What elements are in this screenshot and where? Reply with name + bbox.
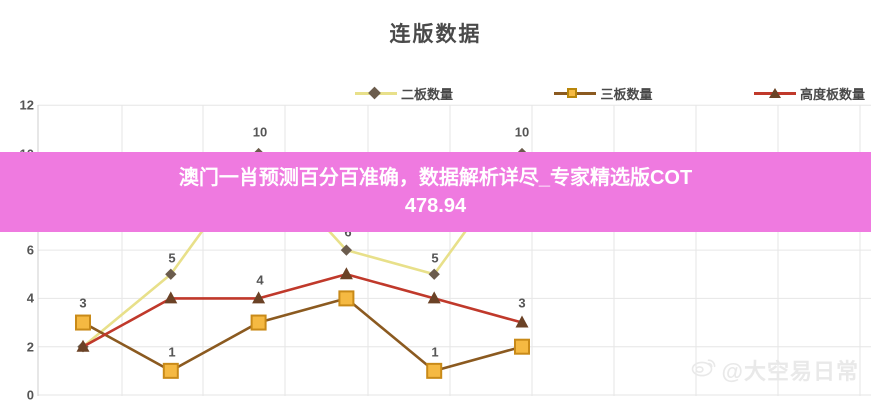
legend-swatch-line — [753, 88, 796, 98]
legend-item-3[interactable]: 高度板数量 — [753, 84, 865, 103]
data-point-square — [426, 362, 443, 379]
y-axis-tick-label: 2 — [26, 339, 34, 355]
y-axis-tick-label: 0 — [26, 387, 34, 400]
legend-label: 二板数量 — [401, 86, 454, 102]
legend-marker-triangle-icon — [768, 88, 781, 98]
data-point-triangle — [76, 339, 90, 352]
data-point-label: 1 — [168, 344, 176, 360]
data-point-triangle — [164, 291, 178, 304]
promo-banner-line-1: 澳门一肖预测百分百准确，数据解析详尽_专家精选版COT — [178, 167, 693, 189]
legend-marker-square-icon — [567, 88, 578, 98]
legend-marker-diamond-icon — [368, 86, 381, 100]
data-point-triangle — [515, 315, 529, 328]
data-point-diamond — [165, 268, 177, 280]
data-point-label: 6 — [344, 224, 352, 240]
data-point-label: 10 — [252, 124, 268, 140]
y-axis-tick-label: 6 — [26, 242, 34, 258]
data-point-diamond — [340, 244, 353, 256]
legend-item-1[interactable]: 二板数量 — [355, 84, 453, 103]
data-point-triangle — [252, 291, 266, 304]
data-point-label: 4 — [256, 272, 264, 288]
data-point-square — [514, 338, 530, 355]
data-point-label: 3 — [79, 295, 87, 311]
data-point-label: 10 — [514, 124, 530, 140]
data-point-triangle — [339, 267, 353, 280]
chart-title: 连版数据 — [389, 23, 482, 46]
data-point-label: 5 — [431, 250, 439, 266]
data-point-label: 1 — [431, 344, 439, 360]
legend-swatch-line — [355, 86, 397, 100]
y-axis-tick-label: 12 — [19, 97, 34, 113]
weibo-icon — [691, 357, 717, 383]
data-point-square — [162, 362, 179, 379]
series-3 — [76, 267, 529, 352]
y-axis-tick-label: 4 — [26, 290, 34, 306]
watermark-text: @大空易日常 — [721, 359, 859, 384]
legend-label: 高度板数量 — [799, 86, 865, 102]
legend-swatch-line — [554, 88, 597, 98]
series-line — [81, 272, 524, 349]
data-point-square — [338, 290, 355, 307]
data-point-triangle — [427, 291, 441, 304]
watermark: @大空易日常 — [691, 354, 859, 386]
data-point-square — [75, 314, 91, 331]
chart-legend: 二板数量 三板数量 高度板数量 — [355, 82, 865, 104]
legend-label: 三板数量 — [600, 86, 653, 102]
series-line — [81, 297, 524, 373]
data-point-label: 5 — [168, 250, 176, 266]
data-point-diamond — [428, 268, 440, 280]
promo-banner-line-2: 478.94 — [404, 195, 467, 217]
legend-item-2[interactable]: 三板数量 — [554, 84, 653, 103]
series-2 — [75, 290, 530, 379]
promo-banner: 澳门一肖预测百分百准确，数据解析详尽_专家精选版COT 478.94 — [0, 152, 871, 232]
data-point-square — [250, 314, 267, 331]
data-point-label: 3 — [518, 295, 526, 311]
